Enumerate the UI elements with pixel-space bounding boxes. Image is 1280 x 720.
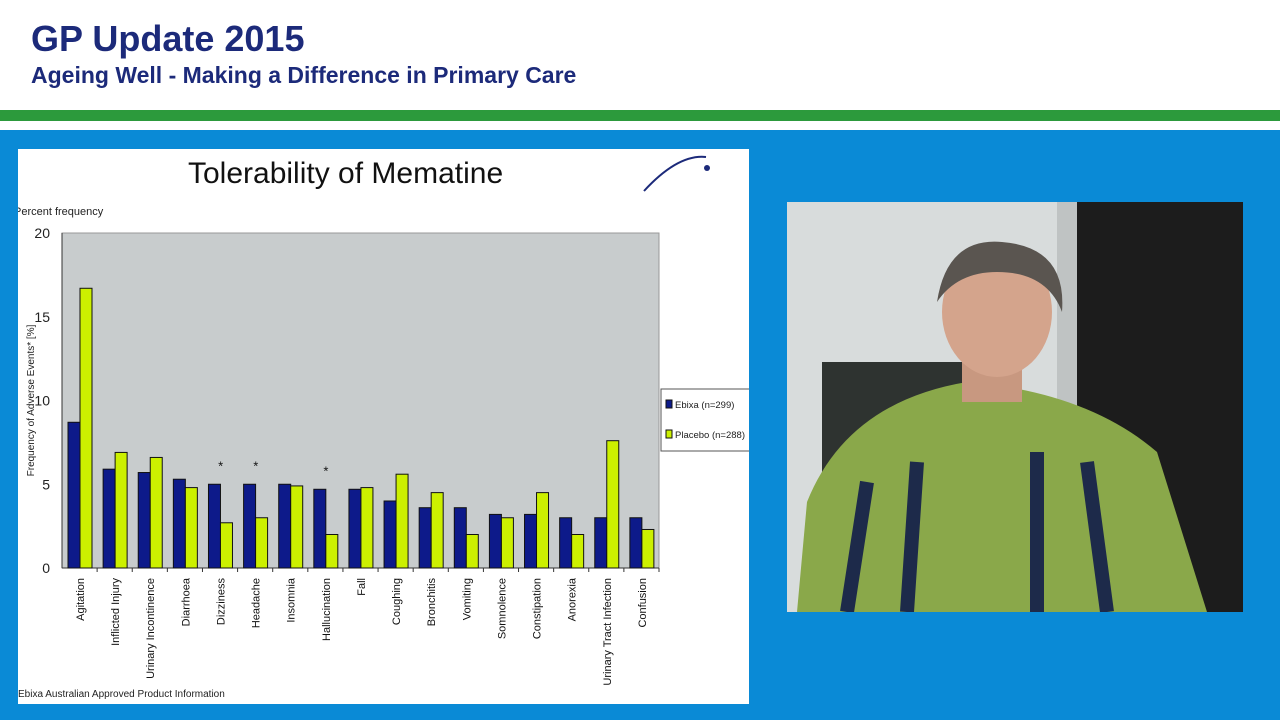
slide-title: Tolerability of Mematine [188,157,504,190]
x-tick-label: Fall [356,578,368,596]
y-tick-label: 10 [34,393,50,409]
bar-ebixa [172,478,186,569]
x-tick-label: Anorexia [567,577,579,621]
divider [0,110,1280,121]
page-subtitle: Ageing Well - Making a Difference in Pri… [31,62,577,88]
legend-swatch [665,429,673,439]
bar-placebo [149,456,163,569]
bar-placebo [571,534,585,569]
bar-placebo [465,534,479,569]
x-tick-label: Agitation [75,578,87,621]
percent-frequency-note: Percent frequency [18,206,104,218]
header: GP Update 2015 Ageing Well - Making a Di… [0,0,1280,110]
bar-placebo [395,473,409,569]
page-title: GP Update 2015 [31,18,305,59]
x-tick-label: Confusion [637,578,649,628]
bar-placebo [430,492,444,569]
bar-ebixa [488,513,502,569]
y-tick-label: 20 [34,225,50,241]
bar-placebo [641,528,655,569]
x-tick-label: Urinary Tract Infection [602,578,614,686]
significance-marker: * [253,458,258,473]
bar-placebo [500,517,514,569]
bar-placebo [219,522,233,569]
bar-ebixa [207,483,221,569]
legend-label: Placebo (n=288) [675,430,745,441]
x-tick-label: Diarrhoea [180,577,192,626]
bar-ebixa [313,488,327,569]
bar-placebo [360,487,374,569]
x-tick-label: Constipation [532,578,544,639]
y-tick-label: 5 [42,476,50,492]
bar-ebixa [524,513,538,569]
bar-ebixa [629,517,643,569]
significance-marker: * [218,458,223,473]
legend-swatch [665,399,673,409]
legend-box [660,388,749,452]
bar-placebo [536,492,550,569]
presenter-image [787,202,1243,612]
x-tick-label: Insomnia [286,577,298,623]
legend-label: Ebixa (n=299) [675,400,734,411]
x-tick-label: Dizziness [215,578,227,626]
bar-ebixa [102,468,116,569]
x-tick-label: Inflicted Injury [110,578,122,646]
bar-ebixa [348,488,362,569]
presenter-video[interactable] [787,202,1243,612]
slide: Tolerability of Mematine Percent frequen… [18,149,749,704]
y-axis-label: Frequency of Adverse Events* [%] [26,324,37,476]
bar-ebixa [594,517,608,569]
bar-ebixa [278,483,292,569]
source-note: Ebixa Australian Approved Product Inform… [18,689,225,700]
logo-swoosh-icon [643,155,710,192]
bar-ebixa [418,507,432,569]
x-tick-label: Vomiting [461,578,473,620]
x-tick-label: Coughing [391,578,403,625]
y-tick-label: 15 [34,309,50,325]
significance-marker: * [323,463,328,478]
bar-chart: 0 5 10 15 20 Frequency of Adverse Events* [%]… [26,225,749,686]
bar-placebo [325,534,339,569]
bar-placebo [114,451,128,569]
x-tick-label: Urinary Incontinence [145,578,157,679]
y-tick-label: 0 [42,560,50,576]
divider [0,121,1280,130]
bar-placebo [606,440,620,569]
bar-placebo [184,487,198,569]
bar-ebixa [137,472,151,569]
x-tick-label: Somnolence [496,578,508,639]
x-tick-label: Bronchitis [426,578,438,627]
bar-placebo [79,287,93,569]
x-tick-label: Headache [251,578,263,628]
bar-ebixa [243,483,257,569]
bar-placebo [290,485,304,569]
bar-placebo [255,517,269,569]
bar-ebixa [453,507,467,569]
bar-ebixa [383,500,397,569]
bar-ebixa [67,421,81,569]
bar-ebixa [559,517,573,569]
x-tick-label: Hallucination [321,578,333,641]
